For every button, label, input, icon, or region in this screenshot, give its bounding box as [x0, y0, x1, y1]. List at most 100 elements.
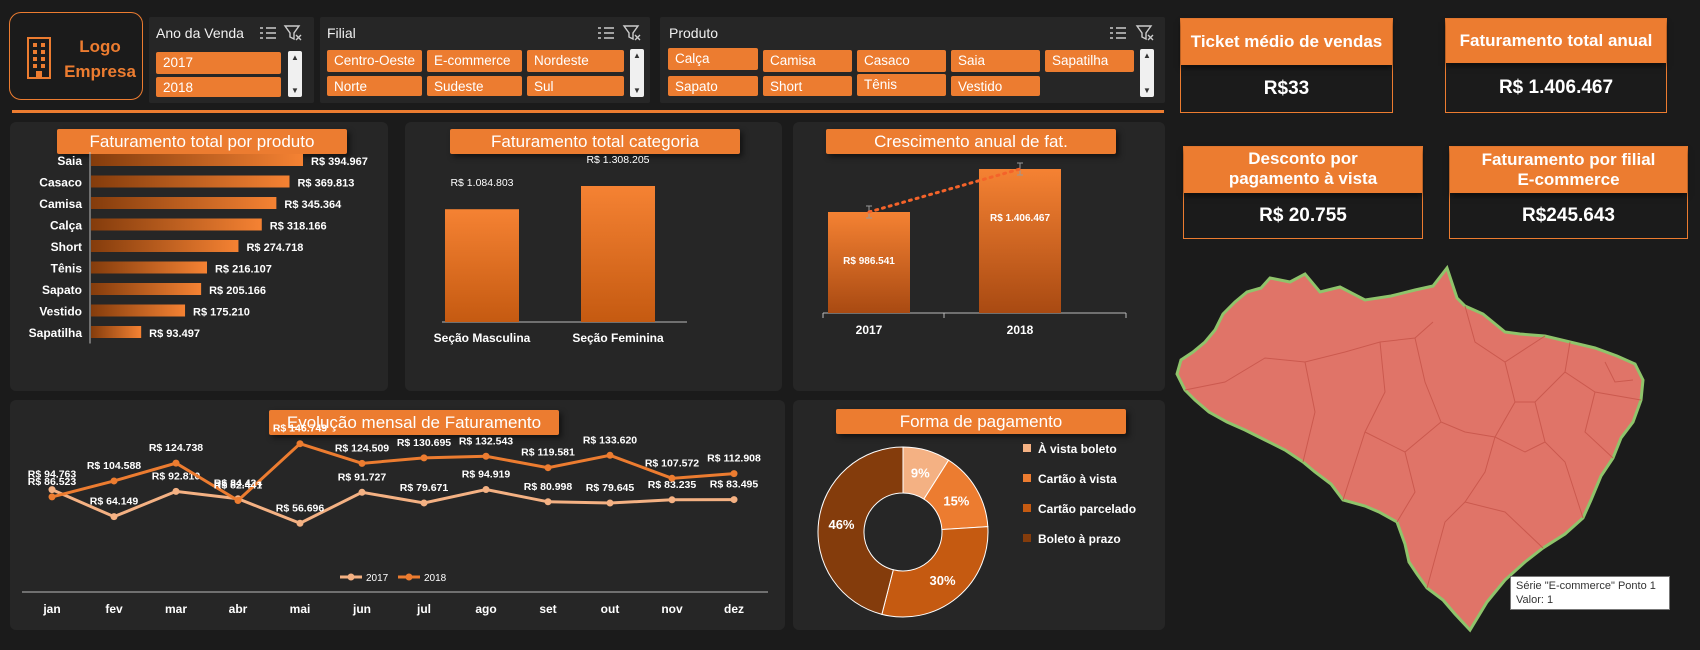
data-label: R$ 94.763: [28, 469, 77, 481]
brazil-map-shape[interactable]: [1175, 264, 1645, 633]
bar-category-label: Saia: [57, 154, 82, 168]
slicer-ano-scrollbar[interactable]: ▲ ▼: [288, 51, 302, 97]
slicer-produto-title: Produto: [669, 25, 719, 41]
slicer-ano-item[interactable]: 2018: [156, 77, 281, 97]
data-point: [606, 451, 614, 459]
data-point: [172, 487, 180, 495]
slicer-filial-title: Filial: [327, 25, 356, 41]
bar: [91, 218, 262, 231]
bar: [91, 154, 303, 166]
slicer-produto-item[interactable]: Saia: [951, 50, 1040, 72]
slicer-filial-item[interactable]: Norte: [327, 76, 422, 96]
data-point: [544, 498, 552, 506]
clear-filter-icon[interactable]: [283, 24, 303, 42]
chart-crescimento-anual: R$ 986.541 2017 R$ 1.406.467 2018: [822, 162, 1127, 337]
bar: [91, 240, 239, 252]
data-label: R$ 91.727: [338, 471, 387, 483]
kpi-faturamento-filial: Faturamento por filial E-commerce R$245.…: [1449, 146, 1688, 239]
trendline: [867, 167, 1022, 214]
brazil-map[interactable]: [1165, 262, 1675, 637]
slicer-produto-item[interactable]: Sapatilha: [1045, 50, 1134, 72]
data-label: R$ 104.588: [87, 460, 141, 472]
data-label: R$ 130.695: [397, 437, 451, 449]
bar-value-label: R$ 1.308.205: [586, 154, 649, 166]
slicer-produto-item[interactable]: Casaco: [857, 50, 946, 72]
data-label: R$ 79.645: [586, 482, 635, 494]
pie-value-label: 9%: [911, 465, 930, 480]
kpi-desconto-title-line2: pagamento à vista: [1228, 169, 1378, 188]
data-point: [172, 459, 180, 467]
kpi-filial-title: Faturamento por filial E-commerce: [1450, 147, 1687, 193]
data-point: [668, 474, 676, 482]
bar: [91, 326, 142, 338]
data-label: R$ 94.919: [462, 468, 511, 480]
data-point: [606, 499, 614, 507]
bar-category-label: Sapatilha: [29, 326, 83, 340]
bar-value-label: R$ 175.210: [193, 307, 250, 319]
data-point: [234, 497, 242, 505]
bar: [91, 197, 277, 209]
bar-category-label: Seção Feminina: [572, 331, 664, 345]
slicer-filial-item[interactable]: Sul: [527, 76, 624, 96]
data-point: [296, 440, 304, 448]
slicer-produto-item[interactable]: Vestido: [951, 76, 1040, 96]
slicer-filial-item[interactable]: E-commerce: [427, 50, 522, 72]
bar-value-label: R$ 394.967: [311, 156, 368, 168]
slicer-filial: Filial Centro-Oeste E-commerce Nordeste …: [320, 17, 650, 103]
map-tooltip: Série "E-commerce" Ponto 1 Valor: 1: [1510, 576, 1670, 610]
slicer-produto-item[interactable]: Calça: [668, 48, 758, 70]
map-tooltip-line2: Valor: 1: [1516, 594, 1554, 606]
kpi-desconto-vista: Desconto por pagamento à vista R$ 20.755: [1183, 146, 1423, 239]
slicer-produto-item[interactable]: Camisa: [763, 50, 852, 72]
kpi-filial-value: R$245.643: [1522, 205, 1615, 226]
slicer-filial-item[interactable]: Sudeste: [427, 76, 522, 96]
data-label: R$ 146.749: [273, 423, 327, 435]
bar-value-label: R$ 369.813: [297, 178, 354, 190]
clear-filter-icon[interactable]: [622, 24, 642, 42]
bar-category-label: Calça: [50, 219, 82, 233]
data-point: [482, 485, 490, 493]
bar: [91, 175, 290, 188]
legend-swatch: [1023, 474, 1031, 482]
bar-category-label: Sapato: [42, 283, 82, 297]
bar-value-label: R$ 93.497: [149, 328, 200, 340]
multi-select-icon[interactable]: [258, 24, 278, 42]
legend-swatch: [1023, 534, 1031, 542]
chart-title-mensal: Evolução mensal de Faturamento: [269, 410, 559, 435]
data-label: R$ 132.543: [459, 435, 513, 447]
data-label: R$ 107.572: [645, 457, 699, 469]
slicer-ano-item[interactable]: 2017: [156, 52, 281, 74]
logo-line2: Empresa: [64, 62, 136, 81]
legend-label: 2018: [424, 573, 447, 584]
clear-filter-icon[interactable]: [1135, 24, 1155, 42]
x-tick-label: fev: [105, 602, 123, 616]
bar-value-label: R$ 318.166: [270, 221, 327, 233]
bar-category-label: 2018: [1007, 323, 1034, 337]
slicer-produto-item[interactable]: Sapato: [668, 76, 758, 96]
slicer-filial-item[interactable]: Nordeste: [527, 50, 624, 72]
x-tick-label: abr: [229, 602, 248, 616]
kpi-ticket-value: R$33: [1263, 78, 1310, 99]
data-label: R$ 92.810: [152, 470, 201, 482]
chart-evolucao-mensal: jan fev mar abr mai jun jul ago set out nov dez R$ 9…: [22, 423, 768, 616]
x-tick-label: jun: [352, 602, 371, 616]
bar: [91, 304, 186, 317]
map-tooltip-line1: Série "E-commerce" Ponto 1: [1516, 580, 1656, 592]
kpi-faturamento-value: R$ 1.406.467: [1498, 77, 1614, 98]
slicer-filial-item[interactable]: Centro-Oeste: [327, 50, 422, 72]
data-label: R$ 82.441: [214, 480, 263, 492]
slicer-produto-item[interactable]: Short: [763, 76, 852, 96]
data-point: [110, 513, 118, 521]
bar-category-label: Vestido: [39, 305, 82, 319]
bar: [828, 211, 910, 313]
legend-label: Cartão parcelado: [1038, 502, 1136, 516]
multi-select-icon[interactable]: [596, 24, 616, 42]
bar-value-label: R$ 1.406.467: [990, 213, 1050, 224]
legend-marker: [347, 573, 355, 581]
slicer-produto-scrollbar[interactable]: ▲ ▼: [1140, 49, 1154, 97]
slicer-filial-scrollbar[interactable]: ▲ ▼: [630, 49, 644, 97]
data-point: [358, 459, 366, 467]
chart-forma-pagamento: 9% 15% 30% 46% À vista boleto Cartão à vista C…: [817, 441, 1136, 618]
slicer-produto-item[interactable]: Tênis: [857, 74, 946, 96]
multi-select-icon[interactable]: [1108, 24, 1128, 42]
